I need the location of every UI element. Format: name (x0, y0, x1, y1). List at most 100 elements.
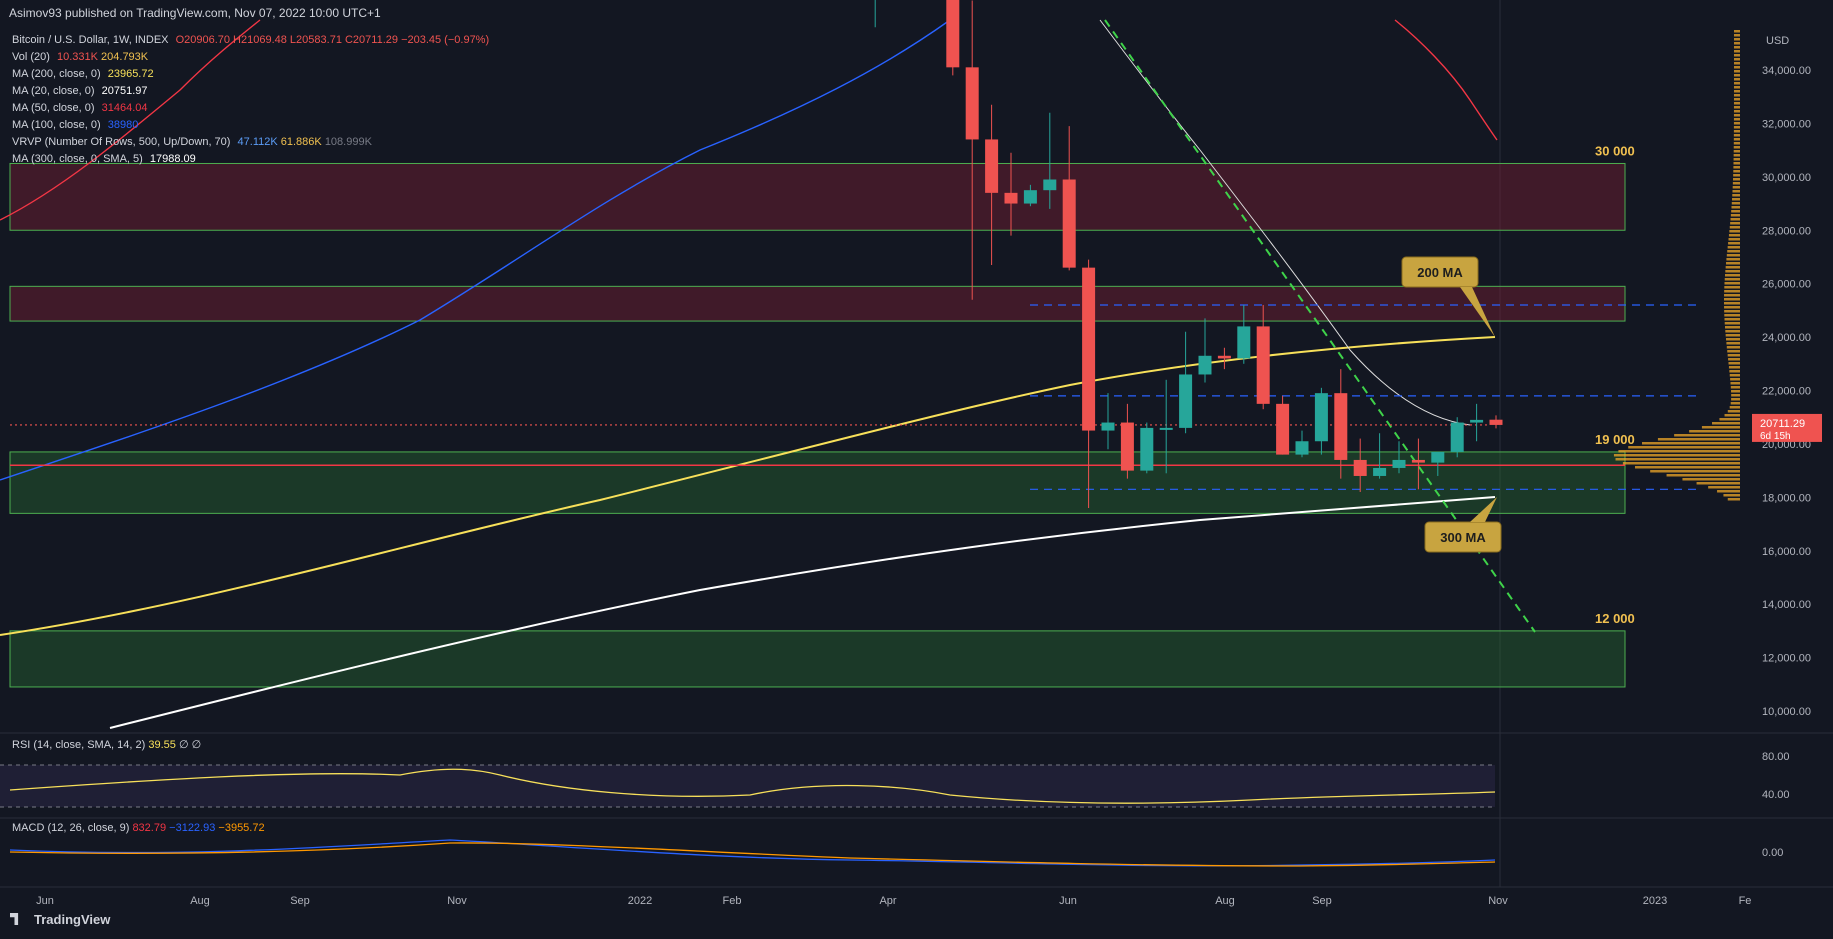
vrvp-bar (1725, 326, 1740, 329)
time-tick-4: 2022 (628, 895, 652, 907)
vrvp-bar (1724, 318, 1740, 321)
ma50-label: MA (50, close, 0) (12, 102, 95, 114)
vrvp-bar (1732, 182, 1740, 185)
symbol-label: Bitcoin / U.S. Dollar, 1W, INDEX (12, 34, 169, 46)
vrvp-bar (1729, 370, 1740, 373)
time-tick-3: Nov (447, 895, 467, 907)
indicator-legend: Bitcoin / U.S. Dollar, 1W, INDEX O20906.… (12, 32, 489, 168)
ma300-legend[interactable]: MA (300, close, 0, SMA, 5) 17988.09 (12, 151, 489, 168)
vrvp-bar (1726, 254, 1740, 257)
macd-label: MACD (12, 26, close, 9) (12, 822, 130, 834)
candle-body-27 (1392, 459, 1406, 468)
candle-body-12 (1101, 422, 1115, 431)
vrvp-bar (1728, 366, 1740, 369)
level-label-1: 19 000 (1595, 432, 1635, 447)
time-tick-12: Fe (1739, 895, 1752, 907)
vrvp-bar (1725, 266, 1740, 269)
candle-body-26 (1373, 467, 1387, 476)
level-label-2: 12 000 (1595, 611, 1635, 626)
level-label-0: 30 000 (1595, 143, 1635, 158)
candle-body-23 (1314, 393, 1328, 442)
price-tick-8: 26,000.00 (1762, 279, 1811, 291)
vrvp-bar (1712, 422, 1740, 425)
time-tick-0: Jun (36, 895, 54, 907)
vrvp-label: VRVP (Number Of Rows, 500, Up/Down, 70) (12, 136, 231, 148)
candle-body-10 (1062, 179, 1076, 268)
vrvp-bar (1730, 386, 1740, 389)
macd-tick-0: 0.00 (1762, 847, 1783, 859)
annotation-text-1: 300 MA (1440, 530, 1486, 545)
vrvp-bar (1719, 418, 1740, 421)
ma300-label: MA (300, close, 0, SMA, 5) (12, 153, 143, 165)
zone-green-2 (9, 451, 1626, 514)
candle-body-4 (946, 0, 960, 68)
vrvp-bar (1615, 458, 1740, 461)
time-tick-10: Nov (1488, 895, 1508, 907)
vrvp-bar (1726, 338, 1740, 341)
vrvp-bar (1727, 246, 1740, 249)
tradingview-logo[interactable]: TradingView (10, 912, 110, 927)
ma20-legend[interactable]: MA (20, close, 0) 20751.97 (12, 83, 489, 100)
time-tick-1: Aug (190, 895, 210, 907)
rsi-tick-0: 80.00 (1762, 751, 1790, 763)
vrvp-bar (1730, 402, 1740, 405)
vrvp-bar (1733, 110, 1740, 113)
vrvp-bar (1724, 314, 1740, 317)
vrvp-bar (1729, 374, 1740, 377)
price-axis-currency: USD (1766, 35, 1789, 47)
ma200-legend[interactable]: MA (200, close, 0) 23965.72 (12, 66, 489, 83)
vol-label: Vol (20) (12, 51, 50, 63)
vrvp-bar (1733, 98, 1740, 101)
vrvp-bar (1733, 146, 1740, 149)
vrvp-bar (1733, 118, 1740, 121)
tradingview-logo-icon (10, 913, 19, 925)
candle-body-31 (1470, 419, 1484, 423)
vrvp-bar (1733, 66, 1740, 69)
symbol-legend[interactable]: Bitcoin / U.S. Dollar, 1W, INDEX O20906.… (12, 32, 489, 49)
rsi-value: 39.55 (148, 739, 176, 751)
vrvp-bar (1622, 462, 1740, 465)
vrvp-bar (1725, 334, 1740, 337)
ma50-line-right (1394, 19, 1498, 141)
candle-body-18 (1217, 355, 1231, 359)
candle-body-9 (1043, 179, 1057, 191)
vrvp-bar (1727, 410, 1740, 413)
price-tick-4: 18,000.00 (1762, 492, 1811, 504)
vrvp-bar (1727, 350, 1740, 353)
vrvp-bar (1732, 194, 1740, 197)
vol-legend[interactable]: Vol (20) 10.331K 204.793K (12, 49, 489, 66)
vrvp-bar (1728, 238, 1740, 241)
rsi-label: RSI (14, close, SMA, 14, 2) (12, 739, 146, 751)
annotation-text-0: 200 MA (1417, 265, 1463, 280)
vrvp-bar (1724, 306, 1740, 309)
annotation-box-0 (1401, 256, 1479, 288)
ma100-legend[interactable]: MA (100, close, 0) 38980 (12, 117, 489, 134)
vrvp-bar (1733, 38, 1740, 41)
macd-legend[interactable]: MACD (12, 26, close, 9) 832.79 −3122.93 … (12, 822, 265, 834)
vrvp-bar (1733, 114, 1740, 117)
vrvp-bar (1729, 230, 1740, 233)
vrvp-bar (1724, 298, 1740, 301)
vrvp-legend[interactable]: VRVP (Number Of Rows, 500, Up/Down, 70) … (12, 134, 489, 151)
vrvp-bar (1724, 310, 1740, 313)
vrvp-bar (1732, 186, 1740, 189)
vrvp-bar (1724, 302, 1740, 305)
price-tick-9: 28,000.00 (1762, 225, 1811, 237)
rsi-legend[interactable]: RSI (14, close, SMA, 14, 2) 39.55 ∅ ∅ (12, 738, 201, 751)
time-tick-8: Aug (1215, 895, 1235, 907)
vrvp-bar (1731, 390, 1740, 393)
candle-body-16 (1179, 374, 1193, 428)
candle-body-30 (1450, 422, 1464, 452)
vrvp-bar (1733, 130, 1740, 133)
vrvp-bar (1729, 226, 1740, 229)
ma20-value: 20751.97 (101, 85, 148, 97)
vrvp-bar (1726, 346, 1740, 349)
macd-value-2: −3122.93 (169, 822, 216, 834)
price-tick-11: 32,000.00 (1762, 118, 1811, 130)
vrvp-bar (1724, 282, 1740, 285)
price-tick-2: 14,000.00 (1762, 599, 1811, 611)
time-tick-9: Sep (1312, 895, 1332, 907)
ma50-legend[interactable]: MA (50, close, 0) 31464.04 (12, 100, 489, 117)
vrvp-bar (1731, 210, 1740, 213)
